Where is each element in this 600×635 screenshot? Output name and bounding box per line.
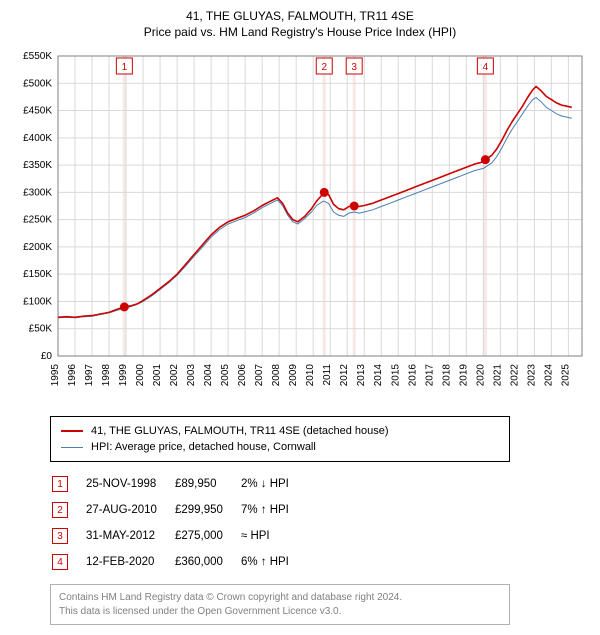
svg-text:2014: 2014 [373,364,384,387]
title-line2: Price paid vs. HM Land Registry's House … [10,24,590,40]
svg-text:£450K: £450K [23,106,52,117]
svg-text:2015: 2015 [390,364,401,387]
svg-text:£250K: £250K [23,215,52,226]
legend: 41, THE GLUYAS, FALMOUTH, TR11 4SE (deta… [50,416,510,462]
event-row: 2 27-AUG-2010£299,9507% ↑ HPI [52,498,305,522]
svg-text:3: 3 [351,62,357,73]
event-marker: 3 [52,528,68,544]
svg-text:2009: 2009 [288,364,299,387]
title-block: 41, THE GLUYAS, FALMOUTH, TR11 4SE Price… [10,8,590,40]
event-date: 31-MAY-2012 [86,524,173,548]
svg-text:2003: 2003 [186,364,197,387]
svg-text:£0: £0 [41,351,53,362]
svg-text:2002: 2002 [169,364,180,387]
svg-text:1999: 1999 [118,364,129,387]
svg-text:2012: 2012 [339,364,350,387]
svg-text:2004: 2004 [203,364,214,387]
svg-text:£350K: £350K [23,160,52,171]
svg-text:£150K: £150K [23,270,52,281]
event-date: 27-AUG-2010 [86,498,173,522]
svg-text:£300K: £300K [23,188,52,199]
svg-text:2010: 2010 [305,364,316,387]
svg-text:2022: 2022 [509,364,520,387]
svg-text:2011: 2011 [322,364,333,386]
svg-text:2018: 2018 [441,364,452,387]
legend-row: 41, THE GLUYAS, FALMOUTH, TR11 4SE (deta… [61,423,499,439]
svg-text:2001: 2001 [152,364,163,387]
legend-label: 41, THE GLUYAS, FALMOUTH, TR11 4SE (deta… [91,423,389,439]
svg-text:1: 1 [122,62,128,73]
event-row: 1 25-NOV-1998£89,9502% ↓ HPI [52,472,305,496]
events-table: 125-NOV-1998£89,9502% ↓ HPI227-AUG-2010£… [50,470,307,576]
event-price: £89,950 [175,472,239,496]
legend-row: HPI: Average price, detached house, Corn… [61,439,499,455]
chart: £0 £50K £100K £150K £200K £250K £300K £350K £400… [10,46,590,406]
event-row: 4 12-FEB-2020£360,0006% ↑ HPI [52,550,305,574]
event-price: £299,950 [175,498,239,522]
chart-svg: £0 £50K £100K £150K £200K £250K £300K £350K £400… [10,46,590,406]
svg-text:2021: 2021 [492,364,503,387]
svg-text:4: 4 [483,62,489,73]
event-marker: 2 [52,502,68,518]
legend-label: HPI: Average price, detached house, Corn… [91,439,316,455]
legend-swatch [61,430,83,432]
svg-text:2013: 2013 [356,364,367,387]
svg-text:1997: 1997 [84,364,95,387]
event-date: 25-NOV-1998 [86,472,173,496]
svg-text:£200K: £200K [23,242,52,253]
svg-text:2019: 2019 [458,364,469,387]
svg-text:2005: 2005 [220,364,231,387]
footer: Contains HM Land Registry data © Crown c… [50,584,510,625]
svg-text:1996: 1996 [67,364,78,387]
event-row: 3 31-MAY-2012£275,000≈ HPI [52,524,305,548]
svg-text:1998: 1998 [101,364,112,387]
svg-text:2020: 2020 [475,364,486,387]
title-line1: 41, THE GLUYAS, FALMOUTH, TR11 4SE [10,8,590,24]
footer-line1: Contains HM Land Registry data © Crown c… [59,591,501,605]
event-marker: 4 [52,554,68,570]
event-price: £275,000 [175,524,239,548]
legend-swatch [61,447,83,448]
svg-text:£400K: £400K [23,133,52,144]
svg-text:2024: 2024 [543,364,554,387]
footer-line2: This data is licensed under the Open Gov… [59,605,501,619]
svg-text:2017: 2017 [424,364,435,387]
svg-text:1995: 1995 [50,364,61,387]
svg-text:2006: 2006 [237,364,248,387]
svg-text:2023: 2023 [526,364,537,387]
svg-text:2016: 2016 [407,364,418,387]
chart-container: 41, THE GLUYAS, FALMOUTH, TR11 4SE Price… [0,0,600,635]
event-delta: ≈ HPI [241,524,305,548]
svg-text:£500K: £500K [23,79,52,90]
event-delta: 2% ↓ HPI [241,472,305,496]
svg-text:£50K: £50K [29,324,53,335]
event-marker: 1 [52,476,68,492]
event-date: 12-FEB-2020 [86,550,173,574]
svg-text:2025: 2025 [560,364,571,387]
event-delta: 7% ↑ HPI [241,498,305,522]
svg-text:£100K: £100K [23,297,52,308]
svg-text:2007: 2007 [254,364,265,387]
event-price: £360,000 [175,550,239,574]
event-delta: 6% ↑ HPI [241,550,305,574]
svg-text:2008: 2008 [271,364,282,387]
svg-text:£550K: £550K [23,51,52,62]
svg-text:2: 2 [321,62,327,73]
svg-text:2000: 2000 [135,364,146,387]
